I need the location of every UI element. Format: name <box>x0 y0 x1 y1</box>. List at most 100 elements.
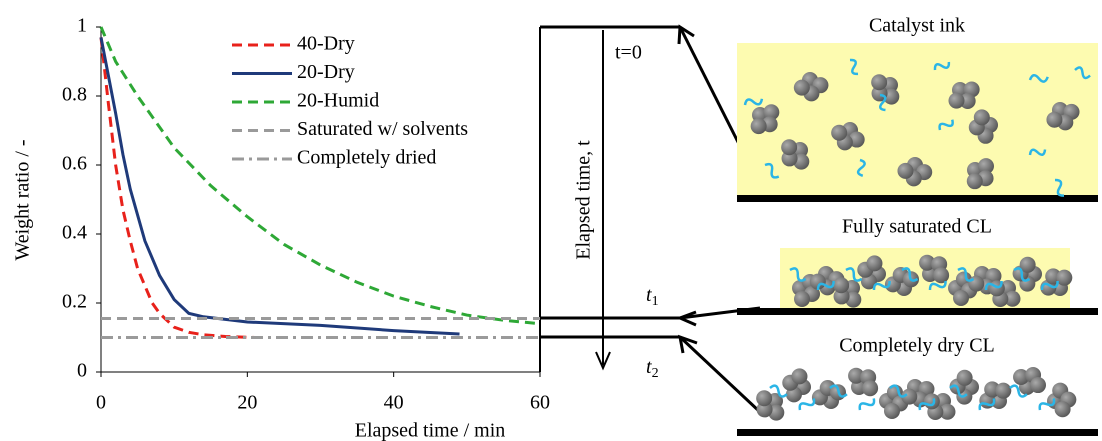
ionomer <box>872 280 891 291</box>
time-arrowhead <box>595 351 611 371</box>
particle <box>794 291 810 307</box>
ionomer <box>1028 148 1047 157</box>
diagram <box>539 24 762 414</box>
ionomer <box>829 384 848 398</box>
particle <box>919 254 936 271</box>
particle <box>833 277 850 294</box>
substrate <box>737 429 1098 436</box>
ionomer <box>1028 74 1049 83</box>
particle <box>866 255 883 272</box>
series-line <box>99 37 255 339</box>
legend-label: Saturated w/ solvents <box>297 118 468 140</box>
ionomer <box>1074 66 1091 80</box>
ionomer <box>764 162 780 179</box>
ionomer <box>1040 280 1059 291</box>
ionomer <box>789 267 807 282</box>
particle <box>966 173 983 190</box>
particle <box>977 158 994 175</box>
legend-label: Completely dried <box>297 147 436 169</box>
stage-label: Fully saturated CL <box>842 216 992 238</box>
particle <box>956 369 973 386</box>
particle <box>1019 256 1036 273</box>
particle <box>831 124 848 141</box>
substrate <box>737 195 1098 202</box>
y-tick-label: 0.2 <box>62 291 87 313</box>
x-tick-label: 40 <box>384 392 404 414</box>
series-line <box>99 37 460 336</box>
ionomer <box>938 119 954 131</box>
y-tick-label: 1 <box>77 15 87 37</box>
t0-label: t=0 <box>615 42 642 64</box>
legend-label: 20-Humid <box>297 90 379 112</box>
t2-sub: 2 <box>652 366 659 381</box>
particle <box>791 368 808 385</box>
arrow-dry <box>678 335 762 414</box>
particle <box>968 275 985 292</box>
particle <box>883 403 900 420</box>
particle <box>995 382 1012 399</box>
particle <box>901 388 918 405</box>
legend-label: 20-Dry <box>297 61 355 83</box>
particle <box>793 79 810 96</box>
ionomer <box>1054 178 1065 197</box>
particles <box>743 58 1091 421</box>
t1-base: t <box>646 284 652 306</box>
ionomer <box>933 61 951 71</box>
y-tick-label: 0.6 <box>62 153 87 175</box>
ionomer <box>1009 384 1028 398</box>
particle <box>939 403 956 420</box>
y-axis-label: Weight ratio / - <box>12 139 34 260</box>
arrowhead-sat <box>676 310 697 327</box>
particle <box>948 92 965 109</box>
ionomer <box>769 384 788 398</box>
y-tick-label: 0.8 <box>62 84 87 106</box>
t1-sub: 1 <box>652 294 659 309</box>
ionomer <box>1013 267 1031 282</box>
particle <box>1046 111 1063 128</box>
y-tick-label: 0.4 <box>62 222 87 244</box>
particle <box>952 290 969 307</box>
particle <box>848 367 865 384</box>
x-tick-label: 20 <box>237 392 257 414</box>
arrowhead-dry <box>678 334 698 354</box>
particle <box>833 288 850 305</box>
ionomer <box>845 267 863 282</box>
ionomer <box>957 267 975 282</box>
substrate <box>737 308 1098 315</box>
time-axis-label: Elapsed time, t <box>573 140 595 260</box>
ionomer <box>978 398 996 411</box>
ionomer <box>889 384 908 398</box>
x-tick-label: 0 <box>96 392 106 414</box>
particle <box>1056 269 1073 286</box>
particle <box>750 118 767 135</box>
particle <box>756 390 773 407</box>
ionomer <box>856 158 866 177</box>
t2-base: t <box>646 356 652 378</box>
arrowhead-ink <box>677 24 695 45</box>
particle <box>973 109 990 126</box>
ionomer <box>816 280 835 291</box>
particle <box>862 380 879 397</box>
ionomer <box>849 58 859 76</box>
ionomer <box>743 98 764 106</box>
y-tick-label: 0 <box>77 360 87 382</box>
particle <box>1054 401 1071 418</box>
t1-label: t1 <box>646 284 659 310</box>
particle <box>933 267 950 284</box>
series-line <box>99 26 541 326</box>
particle <box>756 401 773 418</box>
ionomer <box>918 398 936 411</box>
particle <box>871 85 888 102</box>
particle <box>1030 377 1047 394</box>
x-axis-label: Elapsed time / min <box>355 420 506 441</box>
ionomer <box>928 280 947 291</box>
ionomer <box>798 398 816 411</box>
arrow-ink <box>678 26 744 151</box>
ionomer <box>858 398 876 411</box>
ionomer <box>949 384 968 398</box>
ionomer <box>1038 398 1056 411</box>
t2-label: t2 <box>646 356 659 382</box>
ionomer <box>984 280 1003 291</box>
particle <box>959 93 976 110</box>
